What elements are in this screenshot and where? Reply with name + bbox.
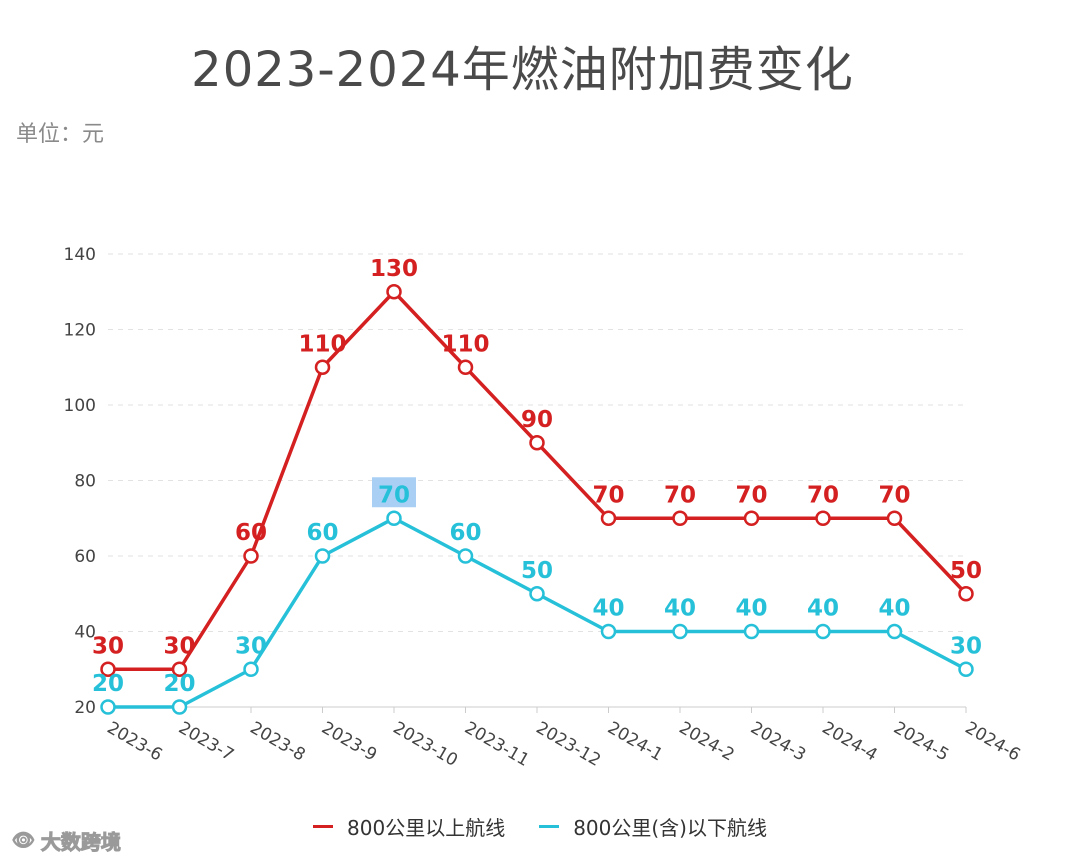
point-series-0 [457, 359, 474, 375]
x-tick-label: 2024-6 [962, 718, 1024, 765]
chart-title: 2023-2024年燃油附加费变化 [191, 42, 854, 98]
point-series-1 [529, 586, 545, 602]
watermark: 👁 大数跨境 [12, 826, 122, 855]
point-series-0 [171, 661, 188, 677]
data-label-series-0: 30 [163, 633, 195, 659]
legend: 800公里以上航线 800公里(含)以下航线 [0, 812, 1080, 841]
point-series-0 [386, 284, 402, 300]
x-tick-label: 2024-5 [890, 718, 952, 765]
x-tick-label: 2024-4 [819, 718, 881, 765]
data-label-series-0: 70 [735, 482, 767, 508]
x-tick-label: 2023-7 [175, 718, 237, 765]
point-series-1 [314, 548, 331, 564]
data-label-series-1: 50 [521, 558, 553, 584]
y-tick-label: 120 [64, 321, 96, 341]
data-label-series-0: 130 [370, 256, 418, 282]
y-tick-label: 80 [74, 472, 96, 492]
x-tick-label: 2023-8 [247, 718, 309, 765]
data-label-series-1: 60 [306, 520, 338, 546]
y-tick-label: 60 [74, 547, 96, 567]
highlight-box [372, 477, 416, 508]
x-tick-label: 2023-9 [318, 718, 380, 765]
data-label-series-1: 40 [735, 596, 767, 622]
unit-label: 单位：元 [16, 122, 105, 147]
x-tick-label: 2023-10 [390, 718, 462, 771]
point-series-1 [672, 623, 688, 640]
point-series-1 [386, 510, 402, 526]
legend-label-series-1: 800公里(含)以下航线 [573, 816, 767, 840]
point-series-1 [815, 623, 831, 640]
data-label-series-1: 20 [163, 671, 195, 697]
x-tick-label: 2023-12 [533, 718, 605, 771]
data-label-series-1: 40 [878, 596, 910, 622]
data-label-series-0: 110 [298, 331, 346, 357]
data-label-series-0: 70 [592, 482, 624, 508]
point-series-1 [743, 623, 760, 640]
point-series-1 [100, 699, 116, 715]
legend-swatch-series-0 [313, 825, 334, 828]
point-series-0 [886, 510, 903, 526]
data-label-series-1: 70 [378, 482, 410, 508]
y-tick-label: 100 [64, 396, 96, 416]
point-series-0 [815, 510, 831, 526]
y-tick-label: 140 [64, 245, 96, 265]
point-series-0 [743, 510, 760, 526]
data-label-series-0: 60 [235, 520, 267, 546]
point-series-0 [314, 359, 331, 375]
legend-item-series-1[interactable]: 800公里(含)以下航线 [539, 812, 767, 841]
data-label-series-0: 50 [950, 558, 982, 584]
data-label-series-1: 60 [449, 520, 481, 546]
watermark-text: 大数跨境 [40, 830, 121, 855]
point-series-1 [171, 699, 188, 715]
data-label-series-0: 90 [521, 407, 553, 433]
data-label-series-0: 70 [807, 482, 839, 508]
data-label-series-0: 70 [664, 482, 696, 508]
eye-logo-icon: 👁 [12, 830, 36, 852]
x-tick-label: 2023-6 [104, 718, 166, 765]
point-series-0 [243, 548, 259, 564]
y-tick-label: 20 [74, 698, 96, 718]
point-series-1 [958, 661, 974, 677]
point-series-1 [243, 661, 259, 677]
data-label-series-0: 110 [441, 331, 489, 357]
data-label-series-1: 30 [950, 633, 982, 659]
x-tick-label: 2024-3 [747, 718, 809, 765]
y-tick-label: 40 [74, 623, 96, 643]
x-tick-label: 2024-2 [676, 718, 738, 765]
legend-swatch-series-1 [539, 825, 560, 828]
data-label-series-1: 40 [664, 596, 696, 622]
data-label-series-1: 40 [592, 596, 624, 622]
data-label-series-1: 40 [807, 596, 839, 622]
data-label-series-0: 30 [92, 633, 124, 659]
point-series-0 [100, 661, 116, 677]
data-label-series-0: 70 [878, 482, 910, 508]
point-series-1 [600, 623, 617, 640]
point-series-1 [886, 623, 903, 640]
x-tick-label: 2023-11 [461, 718, 533, 771]
point-series-0 [958, 586, 974, 602]
point-series-0 [529, 435, 545, 451]
x-tick-label: 2024-1 [604, 718, 666, 765]
point-series-0 [672, 510, 688, 526]
data-label-series-1: 20 [92, 671, 124, 697]
point-series-0 [600, 510, 617, 526]
legend-label-series-0: 800公里以上航线 [347, 816, 506, 840]
data-label-series-1: 30 [235, 633, 267, 659]
point-series-1 [457, 548, 474, 564]
legend-item-series-0[interactable]: 800公里以上航线 [313, 812, 505, 841]
